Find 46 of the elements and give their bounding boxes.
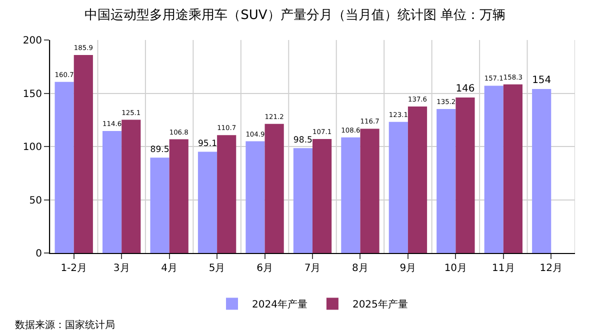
- bar: [532, 88, 552, 253]
- bar: [246, 141, 265, 253]
- bar: [74, 55, 93, 253]
- x-tick-label: 4月: [161, 263, 178, 274]
- bar: [388, 122, 408, 253]
- bar: [264, 124, 284, 253]
- x-tick-label: 12月: [540, 263, 563, 274]
- bar: [169, 139, 188, 253]
- x-tick-label: 10月: [444, 263, 468, 274]
- data-label: 146: [456, 84, 475, 95]
- bar: [341, 137, 360, 253]
- y-tick-label: 0: [36, 248, 42, 260]
- bar: [312, 138, 332, 253]
- x-tick-label: 3月: [113, 263, 130, 274]
- x-tick-label: 5月: [208, 263, 226, 274]
- x-tick-label: 8月: [352, 263, 368, 274]
- bar: [360, 128, 380, 253]
- bar: [436, 109, 456, 253]
- data-label: 98.5: [293, 136, 312, 146]
- x-tick-label: 1-2月: [60, 263, 88, 274]
- chart-title: 中国运动型多用途乘用车（SUV）产量分月（当月值）统计图 单位：万辆: [84, 8, 506, 23]
- data-label: 154: [532, 74, 552, 86]
- y-tick-label: 100: [22, 142, 42, 153]
- x-tick-label: 6月: [256, 263, 273, 274]
- bar: [54, 82, 74, 253]
- bar: [408, 106, 428, 253]
- x-tick-label: 11月: [492, 263, 515, 274]
- x-tick-label: 9月: [400, 263, 416, 274]
- bar: [122, 120, 141, 253]
- x-tick-label: 7月: [304, 263, 321, 274]
- legend-label: 2024年产量: [252, 298, 308, 311]
- bar: [503, 84, 522, 253]
- bar: [198, 152, 218, 253]
- y-tick-label: 150: [22, 88, 42, 100]
- legend-label: 2025年产量: [352, 298, 408, 311]
- data-label: 89.5: [150, 145, 170, 156]
- bar: [456, 98, 475, 253]
- y-tick-label: 50: [29, 195, 42, 206]
- bar: [217, 135, 236, 253]
- y-tick-label: 200: [22, 36, 42, 46]
- source-note: 数据来源：国家统计局: [15, 319, 115, 330]
- bar: [102, 130, 122, 253]
- bar: [293, 148, 312, 253]
- bar: [484, 86, 504, 253]
- bar: [150, 158, 170, 253]
- data-label: 95.1: [198, 139, 218, 150]
